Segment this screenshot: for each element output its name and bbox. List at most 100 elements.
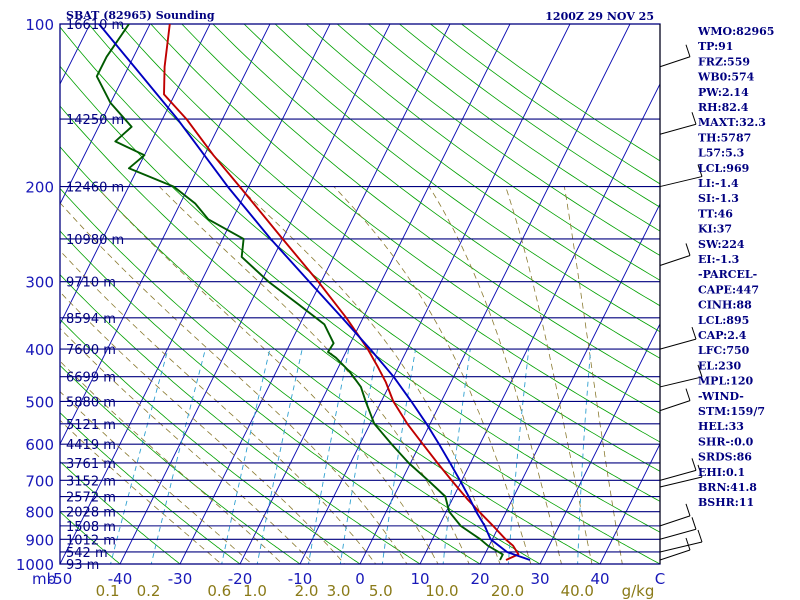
height-label: 542 m (66, 546, 108, 561)
dry-adiabat-line (60, 65, 660, 533)
height-label: 2572 m (66, 491, 116, 506)
moist-adiabat-line (60, 360, 283, 564)
index-item: LFC:750 (698, 344, 750, 357)
wind-barb (659, 254, 691, 266)
pressure-tick-label: 900 (25, 531, 54, 549)
mixing-ratio-line (442, 349, 471, 564)
index-item: SW:224 (698, 238, 745, 251)
wind-barb (659, 376, 703, 388)
mixing-ratio-label: 5.0 (369, 582, 393, 600)
mixing-ratio-line (256, 349, 303, 564)
mixing-ratio-line (577, 349, 592, 564)
wind-barb-feather (685, 503, 691, 517)
wind-barb-feather (685, 388, 691, 401)
height-label: 3761 m (66, 457, 116, 472)
index-item: TP:91 (698, 40, 733, 53)
index-item: SI:-1.3 (698, 192, 739, 205)
height-label: 7600 m (66, 343, 116, 358)
wind-barb (659, 56, 691, 68)
moist-adiabat-line (60, 391, 253, 564)
isotherm-line (60, 24, 271, 446)
wind-barb-feather (691, 458, 697, 471)
dry-adiabat-line (243, 24, 660, 333)
height-label: 10980 m (66, 233, 124, 248)
index-item: SHR-:0.0 (698, 435, 754, 448)
dry-adiabat-line (60, 511, 121, 564)
index-item: PW:2.14 (698, 86, 749, 99)
index-item: EHI:0.1 (698, 466, 745, 479)
isotherm-line (60, 24, 211, 326)
index-item: KI:37 (698, 223, 732, 236)
wind-barb-feather (685, 243, 691, 256)
index-item: MPL:120 (698, 375, 754, 388)
dry-adiabat-line (88, 24, 660, 472)
pressure-tick-label: 1000 (16, 556, 54, 574)
trace-parcel (98, 24, 531, 561)
dry-adiabat-line (212, 24, 660, 359)
wind-barb (659, 528, 697, 540)
height-label: 2028 m (66, 506, 116, 521)
moist-adiabat-line (333, 186, 532, 564)
temperature-tick-label: 10 (410, 570, 429, 588)
height-label: 3152 m (66, 474, 116, 489)
pressure-tick-label: 200 (25, 179, 54, 197)
wind-barb (659, 123, 697, 135)
mixing-ratio-line (110, 348, 169, 564)
mixing-ratio-label: 3.0 (327, 582, 351, 600)
index-item: FRZ:559 (698, 55, 750, 68)
moist-adiabat-line (60, 419, 222, 564)
index-item: -WIND- (698, 390, 744, 403)
height-label: 5880 m (66, 395, 116, 410)
isotherm-line (179, 24, 451, 564)
moist-adiabat-line (60, 250, 377, 564)
wind-barb-feather (697, 164, 703, 177)
wind-barb (659, 400, 691, 412)
index-item: SRDS:86 (698, 451, 752, 464)
mixing-ratio-label: 0.1 (96, 582, 120, 600)
wind-barb (659, 476, 703, 488)
mixing-ratio-line (150, 348, 206, 564)
wind-barb-feather (691, 326, 697, 340)
chart-title: SBAT (82965) Sounding (66, 9, 215, 22)
wind-barb-feather (691, 517, 697, 530)
wind-barb (659, 176, 703, 188)
height-label: 93 m (66, 558, 99, 573)
temperature-tick-label: 30 (530, 570, 549, 588)
moist-adiabat-line (238, 186, 501, 564)
moist-adiabat-line (60, 291, 346, 564)
temperature-tick-label: 0 (355, 570, 365, 588)
isotherm-line (479, 202, 660, 564)
index-item: WMO:82965 (697, 25, 774, 38)
trace-dewpoint (95, 24, 504, 561)
mixing-ratio-label: 0.6 (207, 582, 231, 600)
mixing-ratio-label: 1.0 (243, 582, 267, 600)
dry-adiabat-line (150, 24, 660, 414)
index-item: LCL:969 (698, 162, 749, 175)
temperature-tick-label: 40 (590, 570, 609, 588)
height-label: 9710 m (66, 276, 116, 291)
background-grid (60, 24, 660, 564)
wind-barb (659, 549, 691, 561)
height-label: 4419 m (66, 438, 116, 453)
pressure-tick-label: 800 (25, 504, 54, 522)
mixing-ratio-label: 2.0 (295, 582, 319, 600)
dry-adiabat-line (274, 24, 660, 307)
height-label: 1012 m (66, 533, 116, 548)
height-label: 16610 m (66, 18, 124, 33)
pressure-tick-label: 500 (25, 393, 54, 411)
mixing-ratio-unit: g/kg (622, 582, 655, 600)
wind-barb (659, 338, 697, 350)
height-label: 12460 m (66, 181, 124, 196)
index-item: BRN:41.8 (698, 481, 757, 494)
dry-adiabat-line (60, 187, 541, 564)
moist-adiabat-line (428, 186, 562, 564)
index-item: WB0:574 (697, 71, 755, 84)
dry-adiabat-line (60, 105, 660, 564)
mixing-ratio-line (221, 348, 271, 564)
index-item: STM:159/7 (698, 405, 765, 418)
temperature-tick-label: -40 (108, 570, 133, 588)
index-item: LCL:895 (698, 314, 749, 327)
wind-barb-feather (685, 44, 691, 57)
